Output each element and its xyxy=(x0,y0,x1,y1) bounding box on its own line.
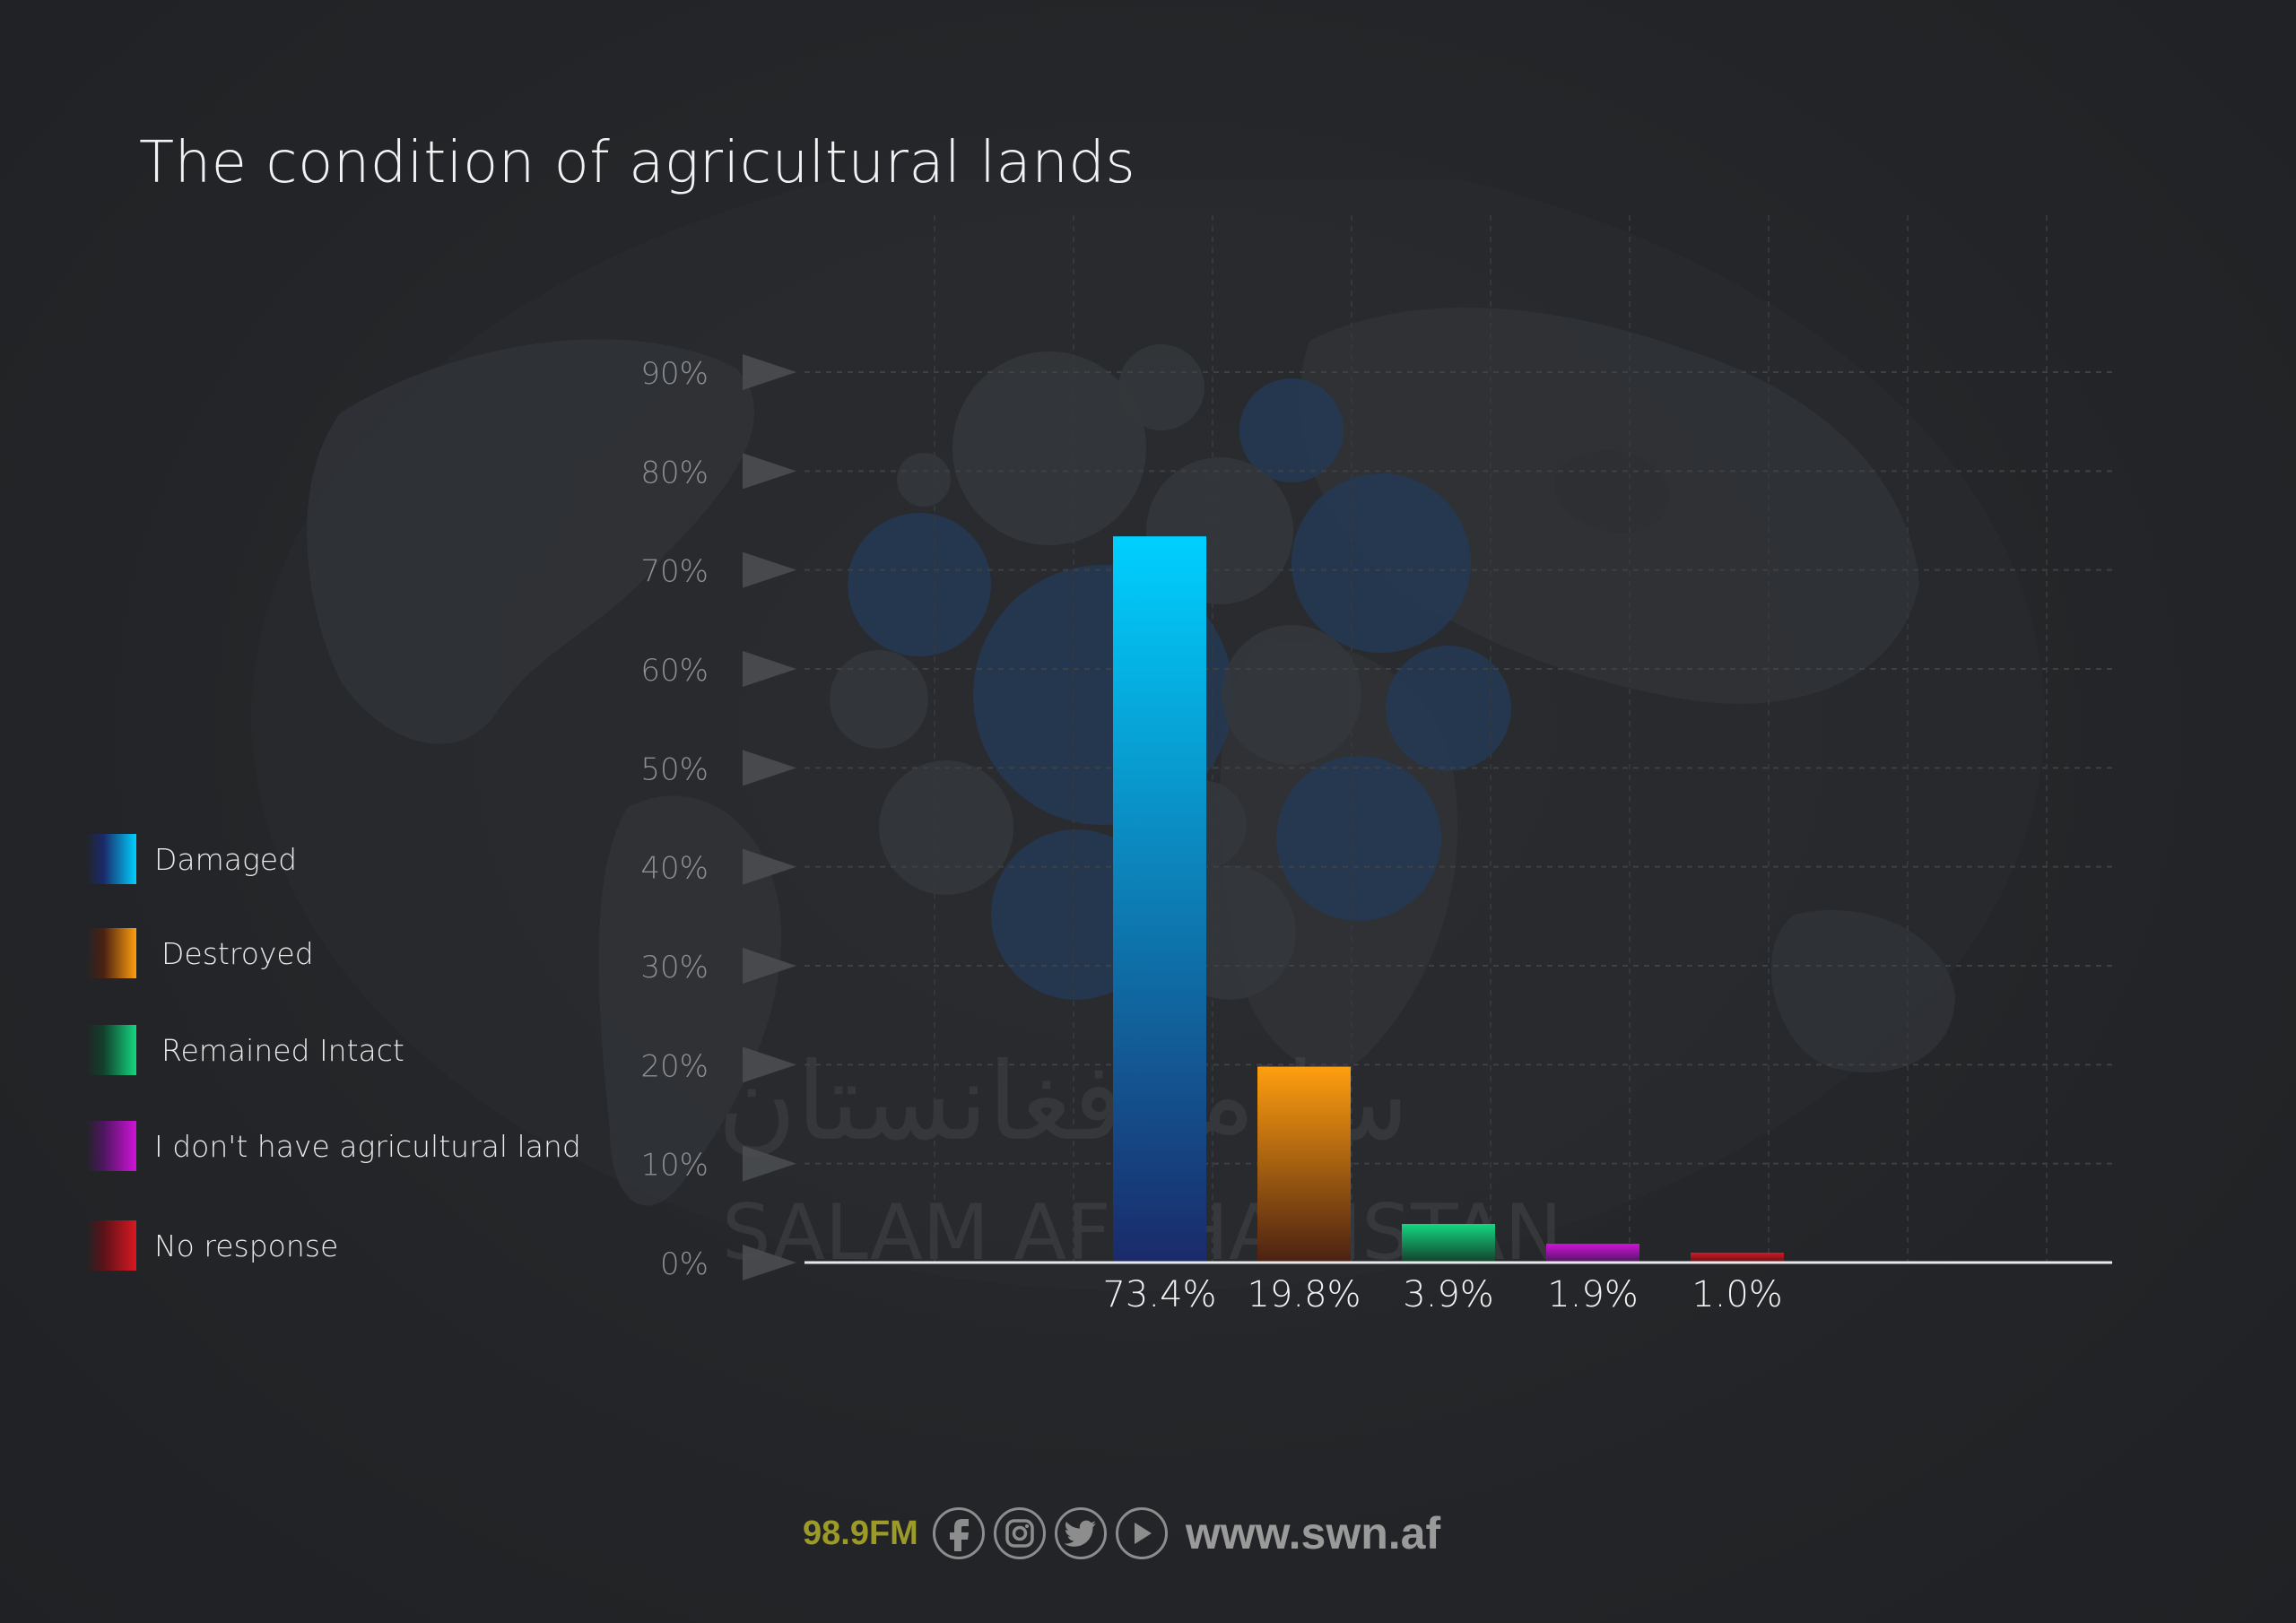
instagram-icon[interactable] xyxy=(993,1507,1046,1559)
value-label: 73.4% xyxy=(1102,1274,1216,1315)
facebook-icon[interactable] xyxy=(932,1507,985,1559)
bar-destroyed xyxy=(1257,1066,1351,1263)
y-tick-marker xyxy=(743,651,796,687)
y-tick-label: 90% xyxy=(640,356,709,392)
y-tick-label: 20% xyxy=(640,1048,709,1084)
legend-label: Destroyed xyxy=(161,935,314,971)
y-tick-label: 0% xyxy=(660,1246,709,1282)
y-tick-marker xyxy=(743,948,796,984)
legend-item-remained-intact: Remained Intact xyxy=(86,1023,404,1077)
bar-i-don-t-have-agricultural-land xyxy=(1546,1244,1639,1263)
value-label: 19.8% xyxy=(1247,1274,1361,1315)
legend-swatch-no-land xyxy=(86,1121,136,1171)
value-label: 1.0% xyxy=(1692,1274,1783,1315)
value-labels: 73.4% 19.8% 3.9% 1.9% 1.0% xyxy=(1102,1274,1782,1315)
footer: 98.9FM www.swn.af xyxy=(803,1502,1440,1565)
y-tick-marker xyxy=(743,354,796,390)
y-tick-marker xyxy=(743,1145,796,1182)
bar-damaged xyxy=(1113,536,1206,1263)
y-axis: 0% 10% 20% 30% 40% 50% 60% 70% 80% 90% xyxy=(640,354,796,1282)
y-tick-marker xyxy=(743,750,796,786)
y-tick-marker xyxy=(743,551,796,588)
website-url[interactable]: www.swn.af xyxy=(1185,1508,1441,1558)
y-tick-label: 60% xyxy=(640,653,709,689)
legend-label: I don't have agricultural land xyxy=(154,1128,581,1164)
value-label: 3.9% xyxy=(1403,1274,1494,1315)
y-tick-label: 70% xyxy=(640,554,709,590)
legend-item-damaged: Damaged xyxy=(86,832,297,886)
y-tick-marker xyxy=(743,453,796,490)
chart-title: The condition of agricultural lands xyxy=(139,130,1136,196)
y-tick-marker xyxy=(743,1046,796,1083)
legend-item-no-response: No response xyxy=(86,1219,338,1272)
legend-item-destroyed: Destroyed xyxy=(86,926,314,980)
bar-remained-intact xyxy=(1402,1223,1495,1263)
legend-swatch-damaged xyxy=(86,834,136,884)
radio-frequency: 98.9FM xyxy=(803,1514,918,1552)
legend-item-no-land: I don't have agricultural land xyxy=(86,1119,581,1173)
grid xyxy=(804,215,2112,1263)
legend-label: Damaged xyxy=(154,841,298,877)
y-tick-label: 30% xyxy=(640,950,709,985)
value-label: 1.9% xyxy=(1547,1274,1639,1315)
y-tick-marker xyxy=(743,848,796,885)
y-tick-label: 80% xyxy=(640,455,709,490)
legend-swatch-no-response xyxy=(86,1220,136,1271)
y-tick-label: 40% xyxy=(640,851,709,887)
legend-label: Remained Intact xyxy=(161,1032,404,1068)
twitter-icon[interactable] xyxy=(1054,1507,1107,1559)
legend-label: No response xyxy=(154,1228,339,1263)
bars xyxy=(1113,536,1784,1263)
legend-swatch-destroyed xyxy=(86,928,136,978)
y-tick-label: 10% xyxy=(640,1148,709,1184)
bar-no-response xyxy=(1691,1252,1784,1263)
youtube-icon[interactable] xyxy=(1115,1507,1168,1559)
bubble-decoration xyxy=(830,344,1511,1000)
y-tick-marker xyxy=(743,1245,796,1280)
legend-swatch-remained-intact xyxy=(86,1025,136,1075)
y-tick-label: 50% xyxy=(640,751,709,787)
